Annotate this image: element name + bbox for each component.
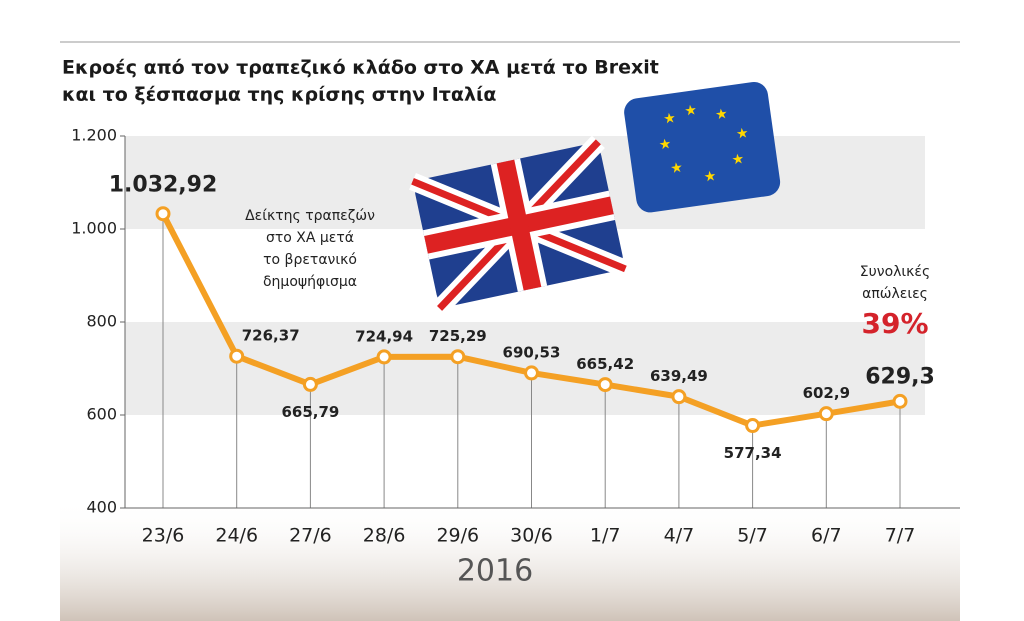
x-tick-label: 23/6 — [142, 525, 185, 547]
value-label: 577,34 — [724, 444, 782, 462]
value-label: 725,29 — [429, 327, 487, 345]
point — [524, 365, 539, 381]
point — [818, 406, 834, 422]
value-label: 629,3 — [865, 364, 935, 389]
plot: 400 600 800 1.000 1.200 23/6 24/6 27/6 28/6 29/6 3… — [71, 126, 960, 547]
annotation: το βρετανικό — [263, 252, 357, 268]
svg-text:★: ★ — [683, 102, 698, 120]
y-tick-label: 600 — [86, 405, 117, 424]
annotation: απώλειες — [862, 286, 928, 302]
value-label: 724,94 — [355, 327, 413, 345]
x-tick-label: 30/6 — [510, 525, 553, 547]
value-label: 690,53 — [503, 343, 561, 361]
x-tick-label: 24/6 — [215, 525, 258, 547]
value-label: 665,79 — [281, 403, 339, 421]
annotation: στο ΧΑ μετά — [266, 230, 354, 246]
y-tick-label: 400 — [86, 498, 117, 517]
value-label: 726,37 — [242, 327, 300, 345]
point — [302, 376, 318, 392]
x-tick-label: 7/7 — [885, 525, 916, 547]
svg-text:★: ★ — [658, 136, 673, 154]
value-label: 665,42 — [576, 355, 634, 373]
x-tick-label: 6/7 — [811, 525, 842, 547]
point — [229, 348, 245, 364]
svg-text:★: ★ — [735, 125, 750, 143]
annotation: δημοψήφισμα — [263, 274, 357, 290]
value-label: 602,9 — [803, 384, 850, 402]
x-tick-label: 4/7 — [664, 525, 695, 547]
value-label: 639,49 — [650, 367, 708, 385]
chart-title: και το ξέσπασμα της κρίσης στην Ιταλία — [62, 84, 496, 106]
svg-text:★: ★ — [662, 110, 677, 128]
y-tick-label: 1.000 — [71, 219, 117, 238]
x-tick-label: 29/6 — [436, 525, 479, 547]
x-tick-label: 1/7 — [590, 525, 621, 547]
svg-text:★: ★ — [703, 168, 718, 186]
y-tick-label: 1.200 — [71, 126, 117, 145]
puzzle-decoration: ★ ★ ★ ★ ★ ★ ★ ★ — [409, 81, 781, 315]
svg-text:★: ★ — [731, 151, 746, 169]
point — [376, 349, 392, 365]
point — [597, 377, 613, 393]
y-tick-label: 800 — [86, 312, 117, 331]
background-image — [60, 500, 960, 621]
annotation: Δείκτης τραπεζών — [245, 208, 375, 224]
x-tick-label: 5/7 — [737, 525, 768, 547]
point — [671, 389, 687, 405]
svg-text:★: ★ — [669, 160, 684, 178]
point — [155, 206, 171, 222]
point — [450, 349, 466, 365]
point — [745, 418, 761, 434]
annotation: Συνολικές — [860, 264, 930, 280]
x-tick-label: 28/6 — [363, 525, 406, 547]
annotation-highlight: 39% — [861, 307, 928, 340]
x-axis-label: 2016 — [457, 554, 533, 589]
drop-lines — [162, 213, 901, 508]
point — [892, 393, 908, 409]
x-tick-label: 27/6 — [289, 525, 332, 547]
chart-title: Εκροές από τον τραπεζικό κλάδο στο ΧΑ με… — [62, 57, 659, 79]
svg-text:★: ★ — [714, 106, 729, 124]
value-label: 1.032,92 — [109, 173, 218, 198]
